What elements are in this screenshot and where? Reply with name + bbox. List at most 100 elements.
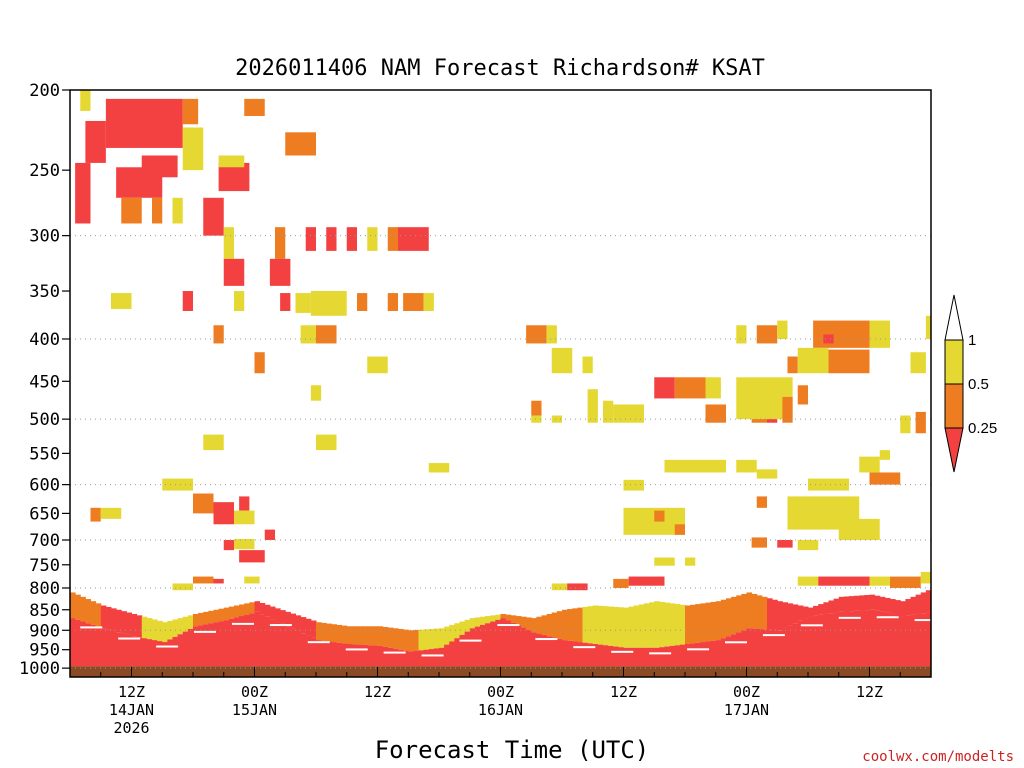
band-lower-cell	[449, 641, 455, 667]
band-upper-cell	[300, 617, 307, 634]
ri-region-lt_1	[777, 320, 788, 339]
band-upper-cell	[310, 620, 317, 638]
band-upper-cell	[95, 603, 102, 627]
band-lower-cell	[75, 619, 81, 667]
band-upper-cell	[70, 592, 76, 619]
band-lower-cell	[890, 613, 896, 667]
ri-region-lt_1	[920, 571, 931, 584]
y-tick-label: 650	[29, 504, 60, 524]
band-upper-cell	[126, 612, 132, 635]
band-lower-cell	[454, 638, 460, 667]
band-upper-cell	[700, 603, 706, 643]
band-upper-cell	[874, 595, 881, 611]
ri-region-lt_1	[295, 293, 311, 313]
ri-region-lt_0_25	[818, 576, 870, 586]
band-upper-cell	[454, 623, 460, 639]
band-upper-cell	[408, 630, 414, 652]
band-upper-cell	[439, 628, 445, 648]
band-lower-cell	[531, 632, 537, 667]
band-lower-cell	[321, 640, 327, 667]
band-lower-cell	[95, 626, 102, 667]
y-tick-label: 750	[29, 556, 60, 576]
ri-region-lt_0_5	[275, 227, 286, 259]
y-tick-label: 900	[29, 621, 60, 641]
band-lower-cell	[869, 609, 876, 667]
band-upper-cell	[597, 605, 604, 645]
ri-region-lt_0_25	[213, 502, 234, 525]
band-lower-cell	[392, 648, 399, 667]
ri-region-lt_1	[531, 415, 542, 423]
band-upper-cell	[351, 626, 358, 645]
band-upper-cell	[623, 607, 630, 648]
ri-region-lt_1	[756, 469, 778, 479]
ri-region-lt_1	[80, 90, 91, 111]
band-upper-cell	[685, 605, 691, 644]
band-lower-cell	[105, 629, 112, 667]
band-upper-cell	[228, 606, 235, 619]
band-lower-cell	[367, 645, 373, 667]
band-upper-cell	[259, 602, 266, 615]
chart-title: 2026011406 NAM Forecast Richardson# KSAT	[235, 56, 765, 81]
band-upper-cell	[843, 596, 850, 612]
band-streak	[231, 622, 254, 625]
band-upper-cell	[387, 627, 394, 648]
band-upper-cell	[818, 604, 824, 615]
y-tick-label: 500	[29, 410, 60, 430]
band-upper-cell	[423, 629, 430, 650]
band-upper-cell	[121, 611, 127, 634]
ri-region-lt_1	[736, 325, 747, 344]
band-lower-cell	[613, 646, 619, 667]
band-lower-cell	[638, 647, 645, 667]
band-upper-cell	[828, 600, 835, 614]
ri-region-lt_1	[582, 356, 593, 374]
band-upper-cell	[515, 616, 522, 626]
band-upper-cell	[336, 624, 343, 643]
band-lower-cell	[490, 621, 496, 667]
band-lower-cell	[203, 624, 209, 667]
ri-region-lt_0_5	[403, 293, 424, 311]
band-lower-cell	[254, 611, 261, 667]
band-upper-cell	[838, 596, 845, 612]
band-upper-cell	[710, 601, 717, 641]
band-lower-cell	[895, 614, 901, 667]
band-lower-cell	[515, 625, 522, 667]
band-upper-cell	[392, 628, 399, 649]
band-lower-cell	[874, 610, 881, 667]
band-upper-cell	[131, 613, 138, 637]
band-upper-cell	[562, 609, 568, 641]
band-upper-cell	[669, 603, 676, 646]
band-lower-cell	[633, 647, 640, 667]
ri-region-lt_1	[623, 479, 644, 491]
band-upper-cell	[269, 606, 276, 620]
band-lower-cell	[336, 642, 343, 667]
band-lower-cell	[305, 635, 312, 667]
band-lower-cell	[126, 634, 132, 667]
band-upper-cell	[638, 604, 645, 648]
band-upper-cell	[285, 611, 291, 627]
x-tick-label: 12Z	[856, 683, 883, 701]
band-lower-cell	[357, 644, 363, 667]
legend-swatch-top-arrow	[944, 294, 964, 341]
band-lower-cell	[326, 641, 332, 667]
band-lower-cell	[300, 633, 307, 667]
band-upper-cell	[218, 608, 225, 622]
band-upper-cell	[920, 592, 927, 614]
band-upper-cell	[377, 626, 384, 646]
band-upper-cell	[357, 626, 363, 645]
band-upper-cell	[275, 608, 281, 622]
band-upper-cell	[900, 601, 906, 617]
band-lower-cell	[193, 626, 199, 667]
ri-region-lt_1	[613, 404, 644, 423]
ri-region-lt_1	[234, 291, 245, 311]
y-tick-label: 700	[29, 531, 60, 551]
band-upper-cell	[449, 624, 455, 642]
ri-region-lt_1	[551, 415, 562, 423]
band-upper-cell	[633, 605, 640, 648]
band-streak	[307, 641, 330, 644]
band-lower-cell	[157, 641, 163, 667]
band-lower-cell	[264, 616, 271, 667]
band-lower-cell	[787, 625, 794, 667]
band-lower-cell	[70, 618, 76, 667]
band-lower-cell	[480, 624, 486, 667]
ri-region-lt_0_5	[782, 396, 793, 423]
